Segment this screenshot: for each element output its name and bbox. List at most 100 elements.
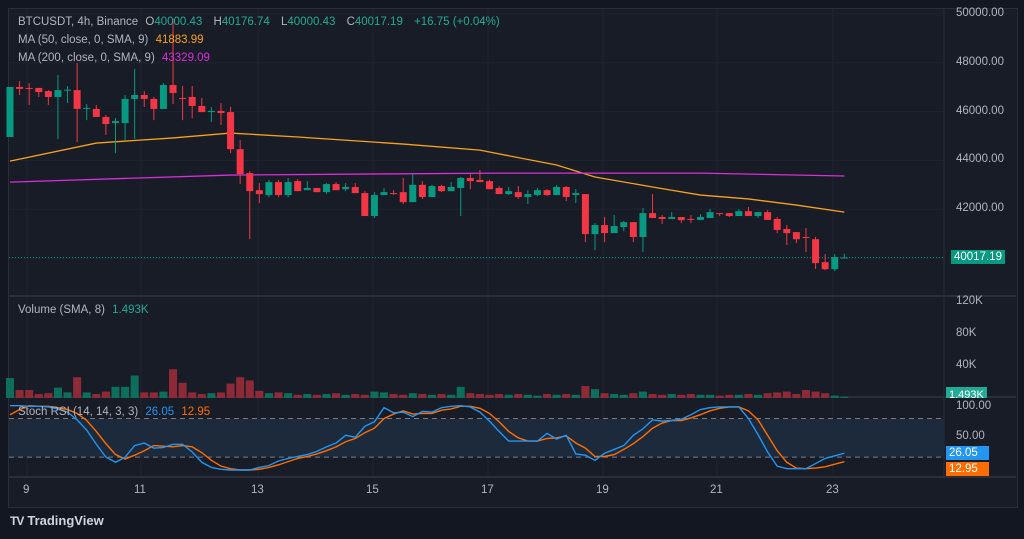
volume-bar: [169, 369, 178, 398]
candle-body: [610, 226, 618, 234]
volume-bar: [73, 377, 82, 398]
candle-body: [572, 193, 580, 196]
volume-bar: [188, 392, 197, 398]
candle-body: [361, 193, 369, 217]
candle-body: [505, 191, 513, 195]
volume-bar: [696, 394, 705, 398]
stoch-tick: 100.00: [956, 400, 992, 412]
candle-body: [428, 186, 436, 197]
volume-bar: [312, 394, 321, 398]
volume-bar: [226, 383, 235, 398]
ma50-label: MA (50, close, 0, SMA, 9): [18, 34, 149, 46]
volume-value: 1.493K: [112, 304, 149, 316]
volume-tick: 40K: [956, 359, 977, 371]
volume-bar: [562, 394, 571, 398]
volume-bar: [581, 386, 590, 398]
last-price-tag: 40017.19: [951, 250, 1005, 264]
brand-name: TradingView: [27, 513, 104, 528]
candle-body: [840, 257, 848, 259]
volume-bar: [274, 392, 283, 398]
low-label: L: [280, 16, 288, 28]
volume-bar: [840, 396, 849, 398]
volume-label: Volume (SMA, 8): [18, 304, 105, 316]
symbol-label[interactable]: BTCUSDT, 4h, Binance: [18, 16, 139, 28]
stoch-d-tag: 12.95: [946, 462, 989, 476]
volume-bar: [619, 394, 628, 398]
volume-bar: [725, 394, 734, 398]
volume-bar: [638, 391, 647, 398]
candle-body: [802, 237, 810, 239]
candle-body: [438, 186, 446, 192]
volume-bar: [514, 394, 523, 398]
volume-bar: [677, 394, 686, 398]
price-tick: 48000.00: [956, 56, 1004, 68]
candle-body: [821, 262, 829, 270]
volume-bar: [475, 394, 484, 398]
stoch-k-value: 26.05: [145, 406, 175, 418]
candle-body: [351, 186, 359, 194]
volume-bar: [523, 394, 532, 398]
open-value: 40000.43: [154, 16, 203, 28]
volume-last-tag: 1.493K: [946, 387, 987, 398]
ma200-label: MA (200, close, 0, SMA, 9): [18, 52, 155, 64]
volume-bar: [706, 394, 715, 398]
time-tick: 23: [826, 484, 839, 496]
volume-bar: [389, 394, 398, 398]
volume-bar: [178, 382, 187, 398]
volume-legend[interactable]: Volume (SMA, 8) 1.493K: [18, 304, 153, 316]
candle-body: [533, 190, 541, 196]
volume-bar: [763, 393, 772, 398]
volume-bar: [533, 395, 542, 398]
tradingview-logo[interactable]: TV TradingView: [10, 513, 104, 528]
candle-body: [83, 107, 91, 109]
volume-bar: [408, 393, 417, 398]
volume-bar: [427, 394, 436, 398]
volume-bar: [82, 392, 91, 398]
volume-bar: [255, 390, 264, 398]
volume-bar: [830, 395, 839, 398]
volume-bar: [773, 392, 782, 398]
ma50-line: [9, 132, 845, 213]
candle-body: [207, 110, 215, 113]
candle-body: [179, 97, 187, 99]
ma50-legend[interactable]: MA (50, close, 0, SMA, 9) 41883.99: [18, 34, 208, 46]
candle-body: [629, 222, 637, 238]
volume-bar: [53, 387, 62, 398]
candle-body: [783, 228, 791, 234]
stoch-legend[interactable]: Stoch RSI (14, 14, 3, 3) 26.05 12.95: [18, 406, 214, 418]
volume-bar: [504, 394, 513, 398]
volume-bar: [284, 393, 293, 398]
candle-body: [735, 211, 743, 217]
candle-body: [54, 90, 62, 97]
candle-body: [313, 187, 321, 193]
volume-bar: [590, 389, 599, 398]
candle-body: [140, 95, 148, 99]
volume-bar: [6, 378, 14, 398]
candle-body: [342, 186, 350, 190]
ma200-legend[interactable]: MA (200, close, 0, SMA, 9) 43329.09: [18, 52, 214, 64]
candle-body: [227, 112, 235, 150]
time-tick: 17: [481, 484, 494, 496]
candle-body: [457, 177, 465, 188]
low-value: 40000.43: [287, 16, 336, 28]
volume-bar: [111, 386, 120, 398]
candle-body: [236, 149, 244, 175]
close-value: 40017.19: [354, 16, 403, 28]
candle-body: [198, 105, 206, 113]
candle-body: [812, 239, 820, 264]
candle-body: [486, 181, 493, 190]
volume-bar: [236, 377, 245, 398]
time-tick: 21: [710, 484, 723, 496]
ma50-value: 41883.99: [155, 34, 204, 46]
candle-body: [265, 182, 273, 196]
volume-bar: [322, 394, 331, 398]
candle-body: [562, 186, 570, 197]
candle-body: [246, 173, 254, 192]
time-tick: 11: [134, 484, 146, 496]
stoch-d-line: [9, 404, 845, 471]
volume-bar: [447, 394, 456, 398]
volume-bar: [754, 394, 763, 398]
candle-body: [649, 213, 657, 218]
candle-body: [418, 184, 426, 197]
